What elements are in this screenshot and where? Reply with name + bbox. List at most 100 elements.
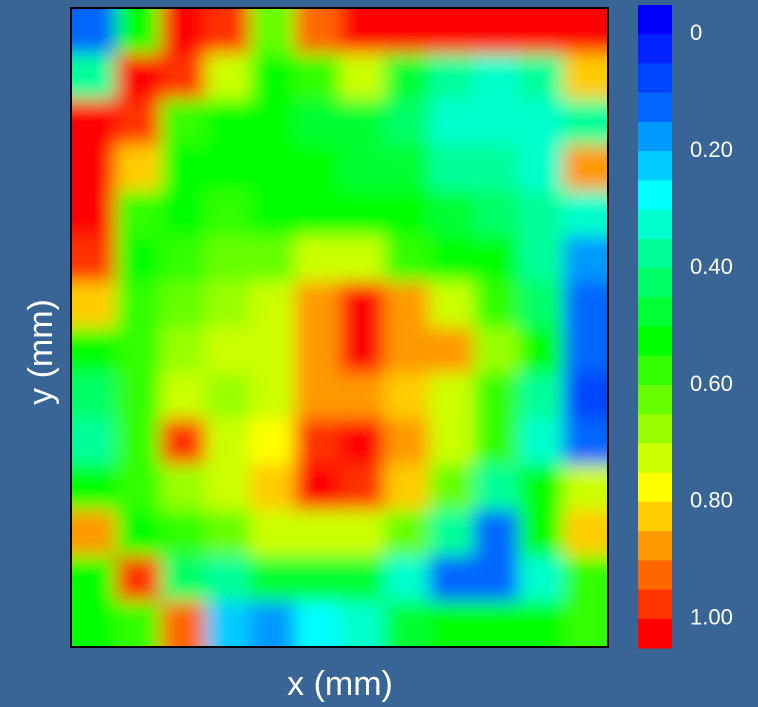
contour-cell [473,53,519,100]
contour-cell [429,327,475,374]
contour-cell [294,601,340,647]
contour-cell [384,99,430,146]
contour-cell [160,418,206,465]
contour-cell [71,510,117,557]
contour-cell [250,99,296,146]
contour-cell [250,144,296,192]
contour-cell [71,144,117,192]
contour-cell [563,99,608,146]
contour-cell [294,8,340,55]
contour-cell [160,8,206,55]
contour-cell [563,190,608,237]
contour-cell [115,236,161,283]
contour-cell [205,281,251,328]
contour-cell [115,464,161,511]
colorbar-tick-label: 0.40 [690,254,733,279]
contour-cell [384,464,430,511]
contour-cell [294,464,340,511]
contour-cell [205,8,251,55]
contour-cell [384,601,430,647]
contour-cell [71,53,117,100]
contour-cell [294,327,340,374]
contour-cell [473,418,519,465]
contour-cell [429,236,475,283]
contour-cell [429,373,475,420]
contour-cell [160,464,206,511]
contour-cell [160,510,206,557]
contour-cell [518,8,564,55]
colorbar-band [638,384,672,415]
contour-cell [429,510,475,557]
contour-cell [429,99,475,146]
contour-cell [115,327,161,374]
contour-cell [563,236,608,283]
contour-cell [71,190,117,237]
contour-cell [339,236,385,283]
contour-cell [160,327,206,374]
colorbar-tick-label: 0.60 [690,371,733,396]
contour-cell [563,601,608,647]
contour-cell [473,327,519,374]
contour-cell [429,144,475,192]
contour-cell [518,281,564,328]
contour-cell [250,464,296,511]
y-axis-label: y (mm) [22,299,60,405]
colorbar-band [638,151,672,181]
contour-cell [205,53,251,100]
contour-cell [205,373,251,420]
contour-cell [518,327,564,374]
contour-cell [250,418,296,465]
colorbar-band [638,209,672,240]
colorbar-band [638,355,672,386]
contour-cell [115,99,161,146]
contour-cell [250,190,296,237]
contour-cell [160,601,206,647]
colorbar: 0 0.20 0.40 0.60 0.80 1.00 [638,5,733,649]
contour-cell [429,8,475,55]
contour-cell [563,53,608,100]
contour-cell [205,464,251,511]
contour-cell [384,281,430,328]
colorbar-band [638,63,672,94]
contour-cell [429,601,475,647]
contour-cell [339,190,385,237]
contour-cell [518,601,564,647]
contour-cell [71,464,117,511]
contour-cell [473,8,519,55]
colorbar-tick-label: 0 [690,20,702,45]
contour-cell [115,601,161,647]
contour-cell [160,281,206,328]
colorbar-band [638,501,672,532]
contour-cell [473,190,519,237]
colorbar-tick-label: 0.80 [690,488,733,513]
contour-cell [250,281,296,328]
contour-cell [294,236,340,283]
contour-cell [160,555,206,602]
contour-cell [160,190,206,237]
contour-cell [339,281,385,328]
contour-cell [160,53,206,100]
colorbar-band [638,589,672,620]
contour-cell [563,327,608,374]
contour-field [71,8,608,647]
contour-cell [294,373,340,420]
contour-cell [71,281,117,328]
contour-cell [473,236,519,283]
colorbar-band [638,326,672,357]
colorbar-band [638,92,672,123]
contour-cell [160,99,206,146]
contour-cell [384,327,430,374]
colorbar-tick-label: 1.00 [690,605,733,630]
contour-cell [563,555,608,602]
contour-cell [518,555,564,602]
contour-cell [473,281,519,328]
contour-cell [384,418,430,465]
colorbar-band [638,472,672,503]
contour-cell [473,555,519,602]
contour-cell [518,99,564,146]
contour-cell [115,144,161,192]
contour-cell [563,281,608,328]
contour-cell [294,510,340,557]
contour-cell [518,144,564,192]
